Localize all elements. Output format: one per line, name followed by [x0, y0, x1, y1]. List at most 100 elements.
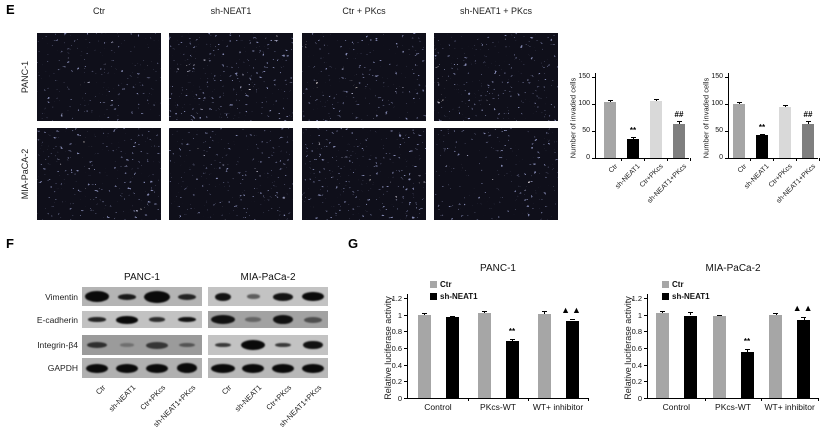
y-tick-mark [725, 158, 728, 159]
blot-strip [208, 358, 328, 378]
blot-strip [208, 287, 328, 306]
protein-band [119, 343, 135, 347]
blot-group-title: PANC-1 [124, 272, 160, 283]
error-bar-cap [782, 104, 788, 106]
bar-Ctr+PKcs [650, 101, 662, 158]
legend-label: Ctr [672, 280, 684, 289]
error-bar-cap [569, 318, 575, 320]
y-tick-label: 50 [582, 127, 590, 134]
y-tick-mark [592, 104, 595, 105]
bar-WT+ inhibitor-sh-NEAT1 [797, 319, 811, 398]
legend-label: sh-NEAT1 [672, 292, 710, 301]
protein-band [241, 363, 265, 373]
lane-label: Ctr+PKcs [264, 383, 294, 412]
protein-band [271, 363, 295, 373]
protein-band [272, 292, 294, 301]
error-bar-cap [773, 313, 779, 314]
significance-annotation: ▲▲ [792, 303, 815, 314]
invasion-assay-image [37, 128, 161, 220]
error-bar [785, 104, 786, 108]
bar-PKcs-WT-Ctr [477, 313, 491, 398]
y-axis [595, 73, 596, 159]
y-tick-mark [404, 364, 407, 366]
error-bar [803, 317, 805, 320]
lane-label: Ctr [219, 383, 234, 397]
bar-sh-NEAT1 [756, 135, 768, 158]
x-tick-mark [773, 158, 774, 161]
significance-annotation: ** [743, 336, 751, 346]
y-tick-label: 0.2 [631, 377, 642, 387]
y-tick-mark [725, 77, 728, 78]
lane-label: Ctr [93, 383, 108, 397]
bar-Control-sh-NEAT1 [445, 317, 459, 398]
protein-band [245, 317, 261, 322]
y-tick-mark [644, 298, 647, 299]
error-bar-cap [736, 101, 742, 103]
x-category-label: Control [424, 402, 452, 412]
y-tick-mark [592, 131, 595, 132]
protein-label: Integrin-β4 [37, 340, 78, 350]
protein-band [115, 363, 139, 373]
bar-Control-Ctr [655, 313, 669, 398]
error-bar-cap [716, 314, 722, 316]
protein-band [211, 315, 235, 324]
blot-strip [208, 335, 328, 355]
error-bar-cap [541, 311, 547, 313]
x-axis [595, 158, 689, 159]
bar-WT+ inhibitor-sh-NEAT1 [565, 320, 579, 398]
error-bar [512, 338, 513, 342]
legend-swatch [662, 281, 669, 288]
protein-label: E-cadherin [36, 314, 78, 325]
significance-annotation: ** [629, 126, 637, 136]
x-tick-mark [588, 398, 589, 401]
error-bar [610, 99, 611, 103]
x-axis [407, 398, 589, 399]
blot-strip [82, 311, 202, 328]
treatment-column-header: Ctr [93, 6, 105, 16]
y-tick-label: 1 [637, 310, 642, 320]
error-bar [484, 310, 485, 313]
y-tick-mark [404, 298, 407, 299]
protein-band [145, 363, 169, 373]
error-bar [544, 311, 545, 314]
y-tick-mark [644, 314, 647, 316]
y-tick-label: 0.8 [631, 327, 642, 337]
cell-line-row-label: MIA-PaCA-2 [20, 148, 30, 200]
x-tick-mark [667, 158, 668, 161]
y-tick-mark [644, 331, 647, 333]
legend-swatch [430, 281, 437, 288]
bar-sh-NEAT1+PKcs [673, 123, 685, 158]
error-bar-cap [607, 99, 613, 101]
y-tick-label: 0.4 [391, 360, 402, 370]
panel-g-label: G [348, 236, 359, 251]
significance-annotation: ## [674, 109, 684, 119]
x-category-label: PKcs-WT [480, 402, 516, 412]
legend-label: sh-NEAT1 [440, 292, 478, 301]
lane-label: sh-NEAT1 [106, 383, 138, 414]
y-tick-label: 0.6 [391, 344, 402, 353]
protein-band [177, 293, 197, 300]
bar-PKcs-WT-sh-NEAT1 [505, 341, 519, 398]
error-bar-cap [421, 313, 427, 314]
x-tick-mark [644, 158, 645, 161]
error-bar-cap [687, 312, 693, 314]
treatment-column-header: Ctr + PKcs [342, 6, 386, 16]
error-bar-cap [744, 348, 750, 350]
error-bar-cap [481, 310, 487, 312]
significance-annotation: ** [508, 326, 516, 336]
protein-band [84, 291, 110, 302]
y-tick-mark [404, 314, 407, 316]
y-tick-label: 100 [578, 100, 590, 107]
protein-band [144, 290, 170, 303]
blot-group-title: MIA-PaCa-2 [240, 272, 296, 283]
y-tick-mark [404, 331, 407, 333]
protein-band [215, 342, 231, 348]
x-tick-mark [690, 158, 691, 161]
x-category-label: WT+ inhibitor [764, 402, 815, 412]
y-tick-mark [592, 158, 595, 159]
legend-swatch [430, 293, 437, 300]
error-bar [808, 120, 809, 124]
y-axis-label: Number of invaded cells [701, 77, 711, 158]
invasion-assay-image [37, 33, 161, 121]
